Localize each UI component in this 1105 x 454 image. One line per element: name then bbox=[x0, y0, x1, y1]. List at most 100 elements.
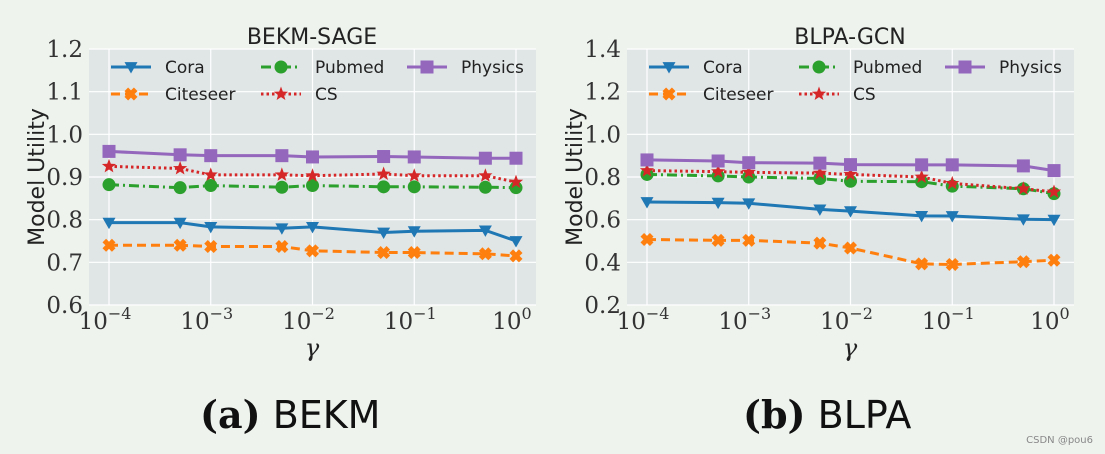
data-point bbox=[813, 204, 827, 216]
data-point bbox=[173, 148, 187, 162]
y-tick-label: 1.1 bbox=[46, 80, 83, 106]
y-tick-label: 0.2 bbox=[584, 293, 621, 319]
data-point bbox=[945, 158, 959, 172]
legend-item-pubmed: Pubmed bbox=[799, 58, 922, 78]
data-point bbox=[173, 160, 188, 175]
series-cs bbox=[639, 163, 1062, 198]
y-axis-label: Model Utility bbox=[25, 108, 50, 246]
legend-label: Citeseer bbox=[165, 85, 235, 105]
y-axis-label: Model Utility bbox=[563, 108, 588, 246]
data-point bbox=[102, 238, 116, 252]
data-point bbox=[741, 164, 756, 179]
x-tick-label: 10−4 bbox=[617, 304, 670, 335]
legend-item-pubmed: Pubmed bbox=[261, 58, 384, 78]
series-pubmed bbox=[102, 178, 523, 195]
x-axis-label: γ bbox=[305, 334, 320, 362]
data-point bbox=[915, 210, 929, 223]
legend-marker bbox=[420, 60, 434, 74]
x-tick-label: 10−3 bbox=[718, 304, 771, 335]
data-point bbox=[914, 169, 929, 184]
data-point bbox=[478, 225, 492, 237]
legend-marker bbox=[811, 86, 827, 101]
data-point bbox=[640, 233, 654, 247]
legend-marker bbox=[274, 60, 288, 74]
x-tick-label: 10−1 bbox=[384, 304, 437, 335]
data-point bbox=[377, 150, 391, 164]
data-point bbox=[275, 149, 289, 163]
data-point bbox=[844, 206, 857, 218]
y-tick-label: 1.4 bbox=[584, 37, 621, 63]
series-citeseer bbox=[102, 238, 523, 263]
data-point bbox=[274, 167, 289, 181]
y-tick-label: 0.9 bbox=[46, 165, 83, 191]
data-point bbox=[711, 233, 725, 247]
data-point bbox=[275, 223, 289, 235]
y-tick-label: 0.8 bbox=[46, 208, 83, 234]
x-tick-label: 10−2 bbox=[282, 304, 335, 335]
data-point bbox=[844, 158, 857, 172]
data-point bbox=[945, 257, 959, 271]
chart-panel-a: 0.6 0.7 0.8 0.9 1.0 1.1 1.2 10−4 10−3 10−2 10−1 100… bbox=[25, 25, 536, 362]
legend-label: Citeseer bbox=[703, 85, 773, 105]
data-point bbox=[945, 211, 959, 223]
data-point bbox=[640, 197, 654, 209]
data-point bbox=[478, 247, 492, 261]
data-point bbox=[407, 150, 421, 164]
data-point bbox=[377, 227, 391, 239]
data-point bbox=[1047, 214, 1061, 227]
data-point bbox=[376, 166, 391, 181]
data-point bbox=[1016, 214, 1030, 226]
data-point bbox=[711, 197, 725, 210]
series-cora bbox=[102, 217, 523, 248]
data-point bbox=[275, 240, 289, 254]
data-point bbox=[509, 236, 523, 248]
y-tick-label: 0.7 bbox=[46, 250, 83, 276]
chart-title: BEKM-SAGE bbox=[247, 25, 377, 50]
data-point bbox=[742, 156, 756, 170]
data-point bbox=[478, 151, 492, 165]
legend-marker bbox=[662, 62, 676, 74]
data-point bbox=[813, 236, 827, 250]
legend-marker bbox=[958, 60, 972, 74]
x-tick-label: 10−3 bbox=[180, 304, 233, 335]
data-point bbox=[478, 168, 493, 182]
chart-panel-b: 0.2 0.4 0.6 0.8 1.0 1.2 1.4 10−4 10−3 10−2 10−1 100… bbox=[563, 25, 1074, 362]
data-point bbox=[377, 180, 391, 194]
y-tick-label: 0.6 bbox=[46, 293, 83, 319]
data-point bbox=[812, 165, 827, 180]
data-point bbox=[407, 226, 421, 238]
data-point bbox=[173, 181, 187, 195]
legend-marker bbox=[662, 87, 676, 101]
data-point bbox=[1046, 184, 1062, 198]
data-point bbox=[711, 164, 726, 178]
y-tick-label: 1.0 bbox=[46, 122, 83, 148]
y-tick-label: 1.2 bbox=[584, 80, 621, 106]
x-tick-label: 10−4 bbox=[79, 304, 132, 335]
legend-item-citeseer: Citeseer bbox=[111, 85, 235, 105]
data-point bbox=[478, 180, 492, 194]
data-point bbox=[101, 158, 117, 173]
y-tick-label: 0.4 bbox=[584, 250, 621, 276]
x-axis-label: γ bbox=[843, 334, 858, 362]
y-tick-label: 0.6 bbox=[584, 208, 621, 234]
data-point bbox=[844, 241, 857, 255]
data-point bbox=[915, 175, 929, 189]
data-point bbox=[173, 238, 187, 252]
series-cs bbox=[101, 158, 524, 189]
series-physics bbox=[640, 153, 1061, 178]
x-tick-label: 100 bbox=[1030, 304, 1069, 335]
legend-label: Physics bbox=[461, 58, 524, 78]
data-point bbox=[742, 233, 756, 247]
legend-label: Physics bbox=[999, 58, 1062, 78]
data-point bbox=[407, 168, 422, 182]
data-point bbox=[915, 257, 929, 271]
legend-item-physics: Physics bbox=[945, 58, 1062, 78]
legend-item-cs: CS bbox=[799, 85, 876, 105]
caption-b-text: BLPA bbox=[817, 393, 912, 437]
legend-label: CS bbox=[853, 85, 876, 105]
x-tick-label: 100 bbox=[492, 304, 531, 335]
data-point bbox=[204, 240, 218, 254]
data-point bbox=[204, 149, 218, 163]
data-point bbox=[1047, 164, 1061, 178]
